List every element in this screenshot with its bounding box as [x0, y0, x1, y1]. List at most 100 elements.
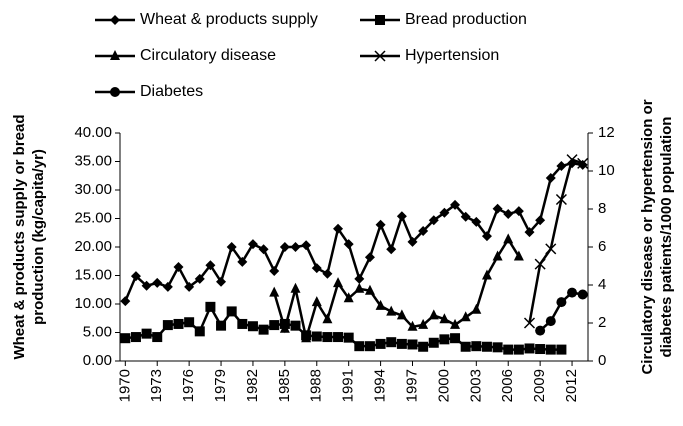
marker — [226, 306, 237, 317]
marker — [450, 333, 461, 344]
marker — [375, 338, 386, 349]
marker — [333, 332, 344, 343]
y2-axis-title: Circulatory disease or hypertension or — [639, 99, 656, 374]
marker — [333, 223, 344, 234]
marker — [492, 342, 503, 353]
marker — [162, 320, 173, 331]
marker — [396, 309, 407, 320]
marker — [354, 341, 365, 352]
marker — [130, 271, 141, 282]
y-tick-label: 10.00 — [74, 295, 112, 312]
x-tick-label: 2012 — [563, 369, 580, 402]
marker — [545, 344, 556, 355]
legend-label: Bread production — [405, 11, 527, 28]
marker — [566, 154, 578, 166]
marker — [141, 328, 152, 339]
marker — [194, 273, 205, 284]
marker — [535, 325, 546, 336]
marker — [471, 216, 482, 227]
marker — [418, 318, 429, 329]
y2-axis-title: diabetes patients/1000 population — [658, 117, 675, 358]
marker — [152, 277, 163, 288]
marker — [460, 211, 471, 222]
x-tick-label: 1973 — [148, 369, 165, 402]
y2-tick-label: 6 — [598, 238, 606, 255]
marker — [311, 263, 322, 274]
legend-label: Wheat & products supply — [140, 11, 318, 28]
y-axis-title: Wheat & products supply or bread — [11, 114, 28, 359]
marker — [428, 309, 439, 320]
x-tick-label: 2009 — [531, 369, 548, 402]
marker — [439, 313, 450, 324]
marker — [386, 305, 397, 316]
marker — [205, 260, 216, 271]
x-tick-label: 1979 — [212, 369, 229, 402]
y2-tick-label: 10 — [598, 162, 615, 179]
marker — [460, 341, 471, 352]
y2-tick-label: 0 — [598, 352, 606, 369]
x-tick-label: 1976 — [180, 369, 197, 402]
x-tick-label: 1985 — [276, 369, 293, 402]
marker — [375, 15, 385, 25]
marker — [555, 193, 567, 206]
marker — [503, 344, 514, 355]
marker — [535, 215, 546, 226]
marker — [428, 337, 439, 348]
marker — [322, 268, 333, 279]
marker — [173, 261, 184, 272]
marker — [450, 199, 461, 210]
marker — [524, 343, 535, 354]
y-tick-label: 20.00 — [74, 238, 112, 255]
marker — [110, 15, 120, 25]
marker — [130, 332, 141, 343]
marker — [184, 281, 195, 292]
marker — [279, 242, 290, 252]
marker — [216, 276, 227, 287]
marker — [269, 265, 280, 276]
marker — [513, 250, 524, 261]
legend-label: Diabetes — [140, 83, 203, 100]
y2-tick-label: 8 — [598, 200, 606, 217]
marker — [523, 317, 536, 329]
marker — [545, 173, 556, 184]
marker — [258, 324, 269, 335]
marker — [354, 282, 365, 293]
legend-label: Hypertension — [405, 47, 499, 64]
marker — [418, 341, 429, 352]
marker — [269, 320, 280, 331]
y-tick-label: 30.00 — [74, 181, 112, 198]
marker — [535, 344, 546, 355]
marker — [386, 337, 397, 348]
marker — [503, 208, 514, 219]
marker — [343, 292, 354, 303]
x-tick-label: 2003 — [467, 369, 484, 402]
y-tick-label: 5.00 — [83, 323, 112, 340]
marker — [439, 207, 450, 218]
y-tick-label: 15.00 — [74, 266, 112, 283]
y-axis-title: production (kg/capita/yr) — [30, 149, 47, 325]
x-tick-label: 1970 — [116, 369, 133, 402]
marker — [120, 333, 131, 344]
marker — [173, 318, 184, 329]
marker — [290, 242, 301, 252]
marker — [556, 344, 567, 355]
marker — [439, 334, 450, 345]
marker — [279, 322, 290, 333]
y-tick-label: 25.00 — [74, 209, 112, 226]
marker — [407, 339, 418, 350]
marker — [567, 287, 578, 298]
marker — [374, 50, 386, 62]
x-tick-label: 1988 — [308, 369, 325, 402]
marker — [513, 206, 524, 217]
marker — [364, 252, 375, 263]
marker — [471, 303, 482, 314]
marker — [322, 332, 333, 343]
x-tick-label: 2000 — [435, 369, 452, 402]
x-tick-label: 1994 — [372, 369, 389, 402]
x-tick-label: 1982 — [244, 369, 261, 402]
marker — [428, 215, 439, 226]
marker — [386, 244, 397, 255]
marker — [333, 277, 344, 288]
marker — [258, 244, 269, 255]
